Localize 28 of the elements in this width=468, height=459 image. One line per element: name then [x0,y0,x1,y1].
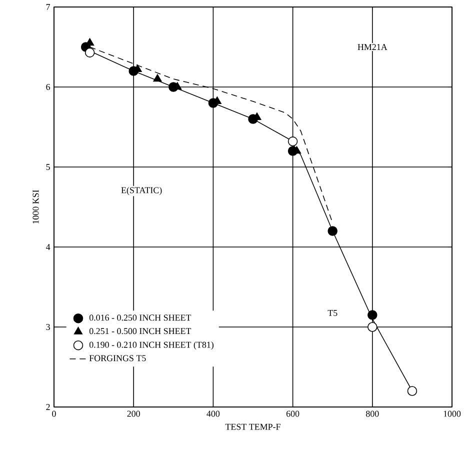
point [288,136,298,146]
y-tick-label: 3 [46,324,50,330]
x-tick-label: 200 [127,410,140,417]
legend-label: 0.016 - 0.250 INCH SHEET [89,314,192,321]
y-axis-title: 1000 KSI [32,190,39,224]
legend-label: 0.251 - 0.500 INCH SHEET [89,328,192,334]
point [368,322,378,332]
y-tick-label: 4 [46,244,50,250]
point [328,226,338,236]
y-tick-label: 2 [46,404,50,410]
y-tick-label: 5 [46,164,50,170]
y-tick-label: 7 [46,4,50,10]
annotation: E(STATIC) [121,186,162,196]
point [407,386,418,396]
annotation: T5 [328,310,338,316]
x-tick-label: 1000 [444,410,461,417]
y-tick-label: 6 [46,84,50,90]
x-tick-label: 600 [286,410,300,417]
point [153,74,162,82]
point [84,48,95,58]
legend-label: 0.190 - 0.210 INCH SHEET (T81) [89,341,214,350]
annotation: HM21A [358,44,388,50]
x-axis-title: TEST TEMP-F [225,424,280,430]
x-tick-label: 0 [52,410,56,417]
point [368,310,378,320]
legend-label: FORGINGS T5 [89,355,146,362]
x-tick-label: 800 [366,410,379,417]
x-tick-label: 400 [206,410,220,417]
